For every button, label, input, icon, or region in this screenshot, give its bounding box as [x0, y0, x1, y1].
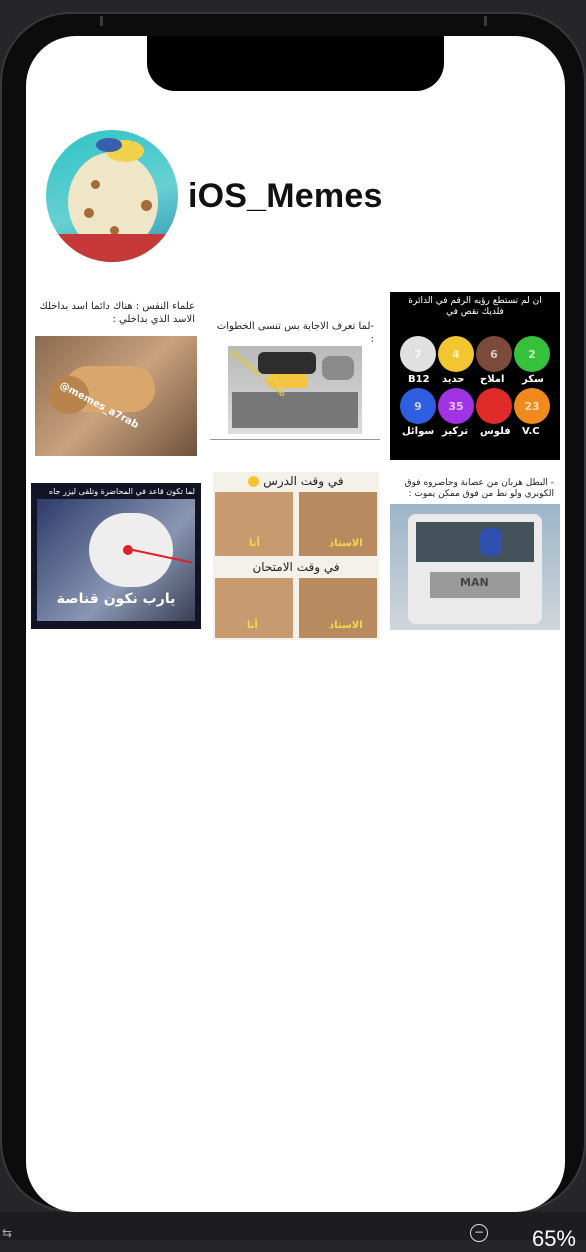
teacher-label: الاستاذ	[329, 620, 363, 631]
ball-label: V.C	[522, 426, 540, 437]
ball-label: املاح	[480, 374, 505, 385]
color-ball: 35	[438, 388, 474, 424]
stove	[232, 392, 358, 428]
post-tile[interactable]: لما تكون قاعد في المحاضرة وتلقى ليزر جاه…	[31, 483, 201, 629]
zoom-level: 65%	[531, 1226, 576, 1251]
avatar[interactable]	[46, 130, 178, 262]
avatar-spot	[84, 208, 94, 218]
post-tile[interactable]: ان لم تستطع رؤيه الرقم في الدائرة فلديك …	[390, 292, 560, 460]
zoom-out-icon[interactable]: −	[470, 1224, 488, 1242]
post-image: @memes_a7rab	[227, 346, 362, 434]
panel: أنا	[215, 492, 293, 556]
top-label-text: في وقت الدرس	[263, 474, 344, 488]
color-ball	[476, 388, 512, 424]
me-label: أنا	[247, 620, 258, 631]
teacher-label: الاستاذ	[329, 538, 363, 549]
post-tile[interactable]: -لما تعرف الاجابة بس تنسى الخطوات : @mem…	[210, 310, 380, 440]
username: iOS_Memes	[188, 176, 383, 215]
truck-window	[416, 522, 534, 562]
driver	[480, 528, 502, 556]
color-ball: 2	[514, 336, 550, 372]
ball-label: B12	[408, 374, 430, 385]
color-ball: 6	[476, 336, 512, 372]
truck-grille	[430, 572, 520, 598]
panel: أنا	[215, 578, 293, 638]
panel: الاستاذ	[299, 578, 377, 638]
post-caption: لما تكون قاعد في المحاضرة وتلقى ليزر جاه…	[48, 487, 195, 509]
post-tile[interactable]: في وقت الدرس أنا الاستاذ في وقت الامتحان…	[213, 472, 379, 640]
post-image: يارب نكون قناصة	[37, 499, 195, 621]
color-ball: 23	[514, 388, 550, 424]
post-tile[interactable]: - البطل هربان من عصابة وحاصروه فوق الكوب…	[390, 476, 560, 632]
ball-label: تركيز	[442, 426, 469, 437]
post-image: @memes_a7rab	[35, 336, 197, 456]
post-caption: -لما تعرف الاجابة بس تنسى الخطوات :	[216, 321, 374, 345]
ball-label: سوائل	[402, 426, 435, 437]
post-tile[interactable]: علماء النفس : هناك دائما اسد بداخلك الاس…	[31, 294, 201, 459]
flame-shape	[268, 374, 308, 388]
slider-handle-icon[interactable]: ⇆	[2, 1226, 13, 1240]
laugh-emoji-icon	[248, 476, 260, 487]
panel: الاستاذ	[299, 492, 377, 556]
post-title: ان لم تستطع رؤيه الرقم في الدائرة فلديك …	[408, 296, 542, 317]
me-label: أنا	[249, 538, 260, 549]
color-ball: 9	[400, 388, 436, 424]
lion-head	[49, 376, 89, 414]
post-grid: علماء النفس : هناك دائما اسد بداخلك الاس…	[26, 36, 565, 736]
pot-shape	[258, 352, 316, 374]
avatar-spot	[91, 180, 100, 189]
side-button	[484, 16, 487, 26]
top-label: في وقت الدرس	[213, 472, 379, 490]
notch	[147, 36, 444, 91]
post-image: MAN	[390, 504, 560, 630]
ball-label: سكر	[522, 374, 544, 385]
laser-dot	[123, 545, 133, 555]
color-ball: 7	[400, 336, 436, 372]
color-ball: 4	[438, 336, 474, 372]
avatar-collar	[46, 234, 178, 262]
side-button	[100, 16, 103, 26]
bottom-label: في وقت الامتحان	[252, 560, 340, 574]
avatar-spot	[141, 200, 152, 211]
phone-screen: iOS_Memes علماء النفس : هناك دائما اسد ب…	[26, 36, 565, 1212]
avatar-spot	[110, 226, 119, 235]
post-caption: علماء النفس : هناك دائما اسد بداخلك الاس…	[39, 301, 195, 325]
divider	[210, 439, 380, 440]
avatar-hat	[96, 138, 122, 152]
overlay-text: يارب نكون قناصة	[56, 591, 176, 607]
post-caption: - البطل هربان من عصابة وحاصروه فوق الكوب…	[404, 478, 554, 499]
truck-brand: MAN	[460, 576, 489, 589]
second-pot	[322, 356, 354, 380]
ball-label: حديد	[442, 374, 465, 385]
bottom-bar: ⇆ − 65%	[0, 1212, 586, 1251]
profile-header: iOS_Memes	[46, 130, 383, 262]
ball-label: فلوس	[480, 426, 511, 437]
